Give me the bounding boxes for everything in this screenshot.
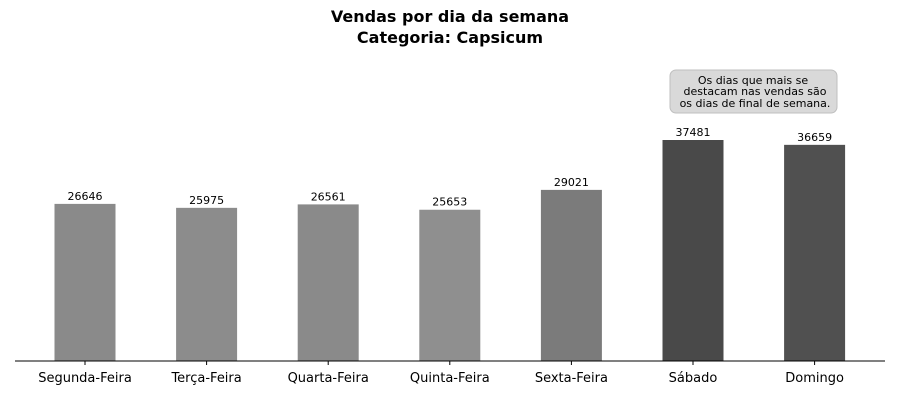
x-tick-label-0: Segunda-Feira bbox=[38, 371, 132, 386]
annotation-line-3: os dias de final de semana. bbox=[680, 97, 831, 110]
value-label-1: 25975 bbox=[189, 194, 224, 207]
annotation-line-2: destacam nas vendas são bbox=[684, 85, 827, 98]
bar-6 bbox=[784, 144, 846, 361]
x-tick-label-2: Quarta-Feira bbox=[288, 371, 369, 386]
x-tick-label-5: Sábado bbox=[669, 371, 718, 386]
value-label-3: 25653 bbox=[432, 196, 467, 209]
value-labels-group: 26646 25975 26561 25653 29021 37481 36659 bbox=[68, 126, 833, 209]
chart-subtitle: Categoria: Capsicum bbox=[357, 28, 543, 47]
x-tick-label-6: Domingo bbox=[785, 371, 844, 386]
bar-4 bbox=[540, 189, 602, 361]
bars-group bbox=[54, 140, 846, 361]
annotation-box: Os dias que mais se destacam nas vendas … bbox=[669, 69, 838, 114]
value-label-5: 37481 bbox=[676, 126, 711, 139]
annotation-background bbox=[669, 69, 838, 114]
chart-title: Vendas por dia da semana bbox=[331, 7, 569, 26]
x-ticks-group: Segunda-Feira Terça-Feira Quarta-Feira Quin… bbox=[38, 361, 844, 386]
value-label-2: 26561 bbox=[311, 190, 346, 203]
value-label-0: 26646 bbox=[68, 190, 103, 203]
value-label-4: 29021 bbox=[554, 176, 589, 189]
bar-3 bbox=[419, 209, 481, 361]
x-tick-label-1: Terça-Feira bbox=[170, 371, 241, 386]
value-label-6: 36659 bbox=[797, 131, 832, 144]
annotation-line-1: Os dias que mais se bbox=[698, 74, 809, 87]
bar-5 bbox=[662, 140, 724, 361]
bar-1 bbox=[176, 207, 238, 361]
bar-0 bbox=[54, 203, 116, 361]
x-tick-label-4: Sexta-Feira bbox=[535, 371, 608, 386]
x-tick-label-3: Quinta-Feira bbox=[410, 371, 490, 386]
bar-2 bbox=[297, 204, 359, 361]
